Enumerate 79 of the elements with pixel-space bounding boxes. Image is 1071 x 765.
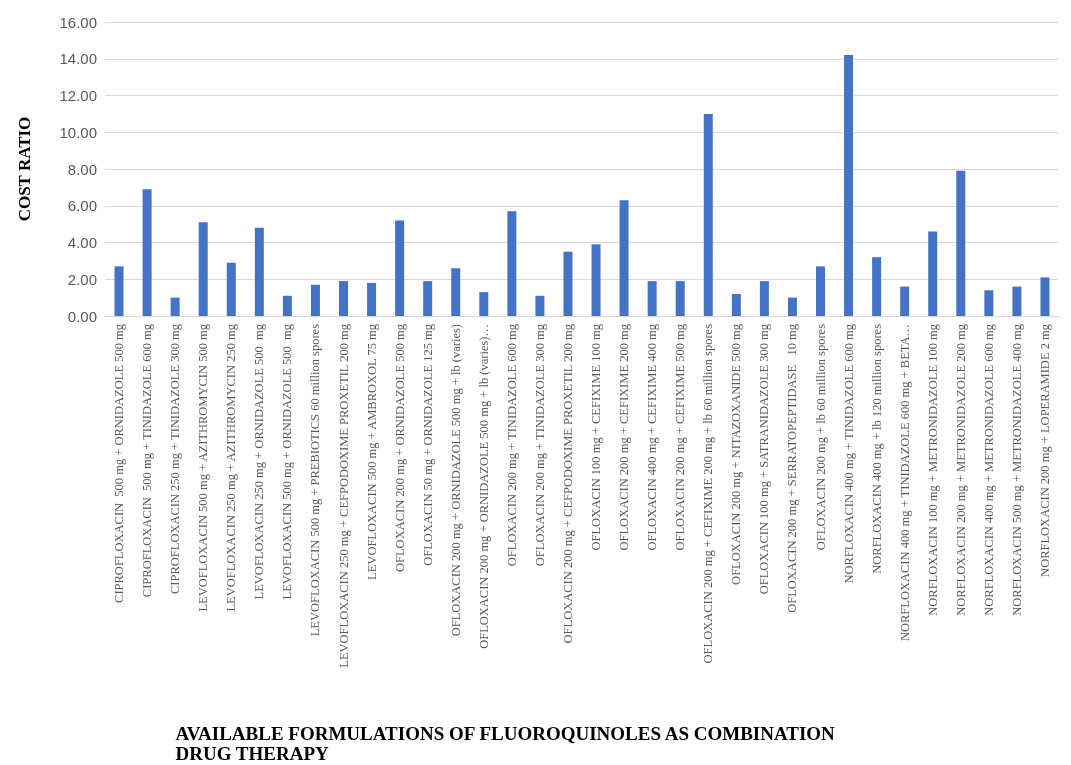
x-tick-label: NORFLOXACIN 100 mg + METRONIDAZOLE 100 mg [925,323,940,616]
bar [507,211,517,316]
bar [703,113,713,316]
x-tick-label: OFLOXACIN 200 mg + lb 60 million spores [813,323,828,551]
bar [254,227,264,316]
bar [647,281,657,316]
x-tick-label: LEVOFLOXACIN 500 mg + AZITHROMYCIN 500 mg [196,323,211,612]
y-axis-title: COST RATIO [15,116,34,222]
bar [759,281,769,316]
bar [619,200,629,316]
y-tick-label: 2.00 [67,270,97,288]
y-tick-label: 4.00 [67,234,97,251]
bar [170,297,180,316]
x-tick-label: OFLOXACIN 400 mg + CEFIXIME 400 mg [645,323,660,551]
x-tick-label: OFLOXACIN 200 mg + CEFIXIME 500 mg [673,323,688,551]
x-tick-label: NORFLOXACIN 500 mg + METRONIDAZOLE 400 mg [1009,323,1024,616]
x-tick-label: LEVOFLOXACIN 250 mg + ORNIDAZOLE 500 mg [252,323,267,600]
bar [787,297,797,316]
x-tick-label: OFLOXACIN 100 mg + CEFIXIME 100 mg [589,323,604,551]
x-tick-label: CIPROFLOXACIN 500 mg + TINIDAZOLE 600 mg [140,323,155,598]
x-tick-label: NORFLOXACIN 200 mg + LOPERAMIDE 2 mg [1037,323,1052,577]
y-tick-label: 12.00 [59,87,97,104]
x-tick-label: LEVOFLOXACIN 250 mg + CEFPODOXIME PROXETIL 200 mg [336,323,351,668]
bar [900,286,910,316]
x-tick-label: LEVOFLOXACIN 250 mg + AZITHROMYCIN 250 mg [224,323,239,612]
bar [114,266,124,316]
y-tick-label: 10.00 [59,123,97,141]
x-tick-label: NORFLOXACIN 400 mg + TINIDAZOLE 600 mg [841,323,856,584]
bar [339,281,348,316]
y-tick-label: 6.00 [67,197,97,215]
bar [142,189,152,316]
x-tick-label: OFLOXACIN 200 mg + CEFPODOXIME PROXETIL 200 mg [560,323,575,644]
bar [984,290,994,316]
bar [816,266,825,316]
x-tick-label: OFLOXACIN 50 mg + ORNIDAZOLE 125 mg [420,323,435,566]
bar [563,251,573,316]
bar [928,231,938,316]
x-tick-label: LEVOFLOXACIN 500 mg + AMBROXOL 75 mg [364,323,379,580]
x-tick-label: OFLOXACIN 200 mg + ORNIDAZOLE 500 mg + lb (varies)… [476,324,491,649]
x-axis-title: AVAILABLE FORMULATIONS OF FLUOROQUINOLES AS COMBINATION DRUG THERAPY [175,722,840,764]
x-tick-label: OFLOXACIN 200 mg + CEFIXIME 200 mg + lb 60 million spores [701,323,716,664]
x-tick-label: OFLOXACIN 200 mg + ORNIDAZOLE 500 mg + lb (varies) [448,324,463,637]
x-tick-label: LEVOFLOXACIN 500 mg + PREBIOTICS 60 million spores [308,323,323,637]
bar [451,268,461,316]
x-tick-label: NORFLOXACIN 200 mg + METRONIDAZOLE 200 mg [953,323,968,616]
x-tick-label: CIPROFLOXACIN 500 mg + ORNIDAZOLE 500 mg [112,323,127,603]
y-tick-label: 14.00 [59,50,97,68]
x-tick-label: OFLOXACIN 200 mg + CEFIXIME 200 mg [617,323,632,551]
bar [367,282,377,316]
x-tick-label: NORFLOXACIN 400 mg + TINIDAZOLE 600 mg + BETA… [897,324,912,642]
bar [535,295,545,316]
x-tick-label: NORFLOXACIN 400 mg + lb 120 million spores [869,323,884,574]
x-tick-label: OFLOXACIN 200 mg + ORNIDAZOLE 500 mg [392,323,407,573]
x-tick-label: OFLOXACIN 100 mg + SATRANIDAZOLE 300 mg [757,323,772,595]
bar [675,281,685,316]
y-tick-label: 8.00 [67,160,97,178]
y-tick-label: 0.00 [67,307,97,325]
x-tick-label: CIPROFLOXACIN 250 mg + TINIDAZOLE 300 mg [168,323,183,595]
x-tick-label: OFLOXACIN 200 mg + NITAZOXANIDE 500 mg [729,323,744,585]
bar [282,295,292,316]
bar [956,170,966,316]
bar [591,244,601,316]
x-tick-label: OFLOXACIN 200 mg + SERRATOPEPTIDASE 10 mg [785,323,800,613]
bar [423,281,433,316]
bar [731,293,741,316]
x-tick-label: LEVOFLOXACIN 500 mg + ORNIDAZOLE 500 mg [280,323,295,600]
bar [844,55,854,316]
bar [872,257,882,316]
bar [310,284,320,316]
x-tick-label: OFLOXACIN 200 mg + TINIDAZOLE 600 mg [504,323,519,567]
bar [395,220,405,316]
x-tick-label: OFLOXACIN 200 mg + TINIDAZOLE 300 mg [532,323,547,567]
bar [479,292,489,316]
bar [198,222,208,316]
bar [226,262,236,316]
x-tick-label: NORFLOXACIN 400 mg + METRONIDAZOLE 600 mg [981,323,996,616]
bar [1012,286,1022,316]
y-tick-label: 16.00 [59,13,97,31]
bar [1040,277,1050,316]
